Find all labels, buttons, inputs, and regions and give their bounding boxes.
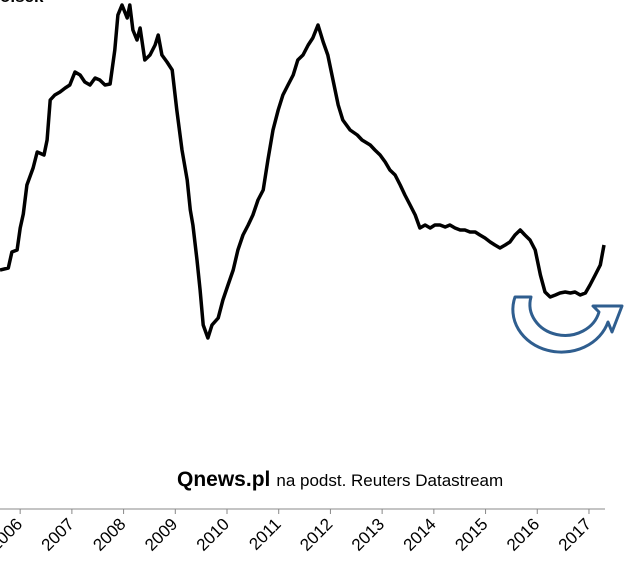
source-text: na podst. Reuters Datastream [276,471,503,490]
x-tick-label: 2011 [245,515,284,554]
x-tick-label: 2016 [503,515,543,555]
x-tick-label: 2017 [555,515,595,555]
data-line [0,3,606,340]
source-brand: Qnews.pl [177,468,270,491]
x-tick-label: 2007 [38,515,78,555]
x-tick-label: 2009 [141,515,181,555]
x-tick-label: 2008 [89,515,129,555]
source: Qnews.pl na podst. Reuters Datastream [177,468,503,491]
x-tick-label: 2012 [296,515,336,555]
arrow-annotation [511,295,624,354]
x-tick-label: 2014 [400,515,440,555]
chart-title: olsek [0,0,44,6]
x-tick-label: 2006 [0,515,26,555]
x-tick-label: 2010 [193,515,233,555]
x-tick-label: 2013 [348,515,388,555]
x-tick-label: 2015 [451,515,491,555]
